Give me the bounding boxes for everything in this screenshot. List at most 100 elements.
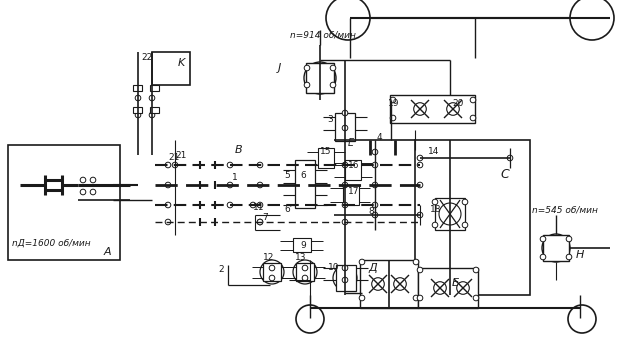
Text: n=914 об/мин: n=914 об/мин [290,31,356,39]
Circle shape [333,266,357,290]
Text: 7: 7 [262,214,268,222]
Circle shape [257,182,263,188]
Bar [345,160,361,180]
Circle shape [570,0,614,40]
Circle shape [90,177,96,183]
Circle shape [417,155,423,161]
Bar [435,198,465,230]
Circle shape [227,162,232,168]
Text: 5: 5 [284,171,290,180]
Circle shape [135,95,141,101]
Bar [293,238,311,252]
Bar [318,148,334,168]
Text: 13: 13 [295,252,306,262]
Circle shape [568,305,596,333]
Circle shape [359,259,365,265]
Bar [133,85,142,91]
Text: K: K [178,58,185,68]
Circle shape [566,236,572,242]
Text: 21: 21 [168,153,179,162]
Circle shape [417,182,423,188]
Text: 19: 19 [388,98,399,108]
Text: 17: 17 [348,187,360,196]
Circle shape [260,260,284,284]
Circle shape [172,162,178,168]
Circle shape [135,112,141,118]
Circle shape [304,65,310,71]
Circle shape [372,182,378,188]
Circle shape [359,295,365,301]
Circle shape [342,162,348,168]
Circle shape [342,277,348,283]
Circle shape [326,0,370,40]
Text: 11: 11 [253,204,265,213]
Circle shape [507,155,513,161]
Text: 3: 3 [327,116,333,124]
Circle shape [342,125,348,131]
Circle shape [269,275,275,281]
Circle shape [227,202,232,208]
Text: H: H [576,250,585,260]
Text: B: B [235,145,242,155]
Circle shape [434,282,446,294]
Circle shape [342,219,348,225]
Circle shape [165,219,171,225]
Circle shape [372,278,384,290]
Text: 12: 12 [263,252,275,262]
Circle shape [80,189,86,195]
Circle shape [413,259,418,265]
Text: E: E [452,278,459,288]
Circle shape [90,189,96,195]
Circle shape [293,260,317,284]
Circle shape [304,62,336,94]
Circle shape [330,65,336,71]
Text: 20: 20 [452,98,463,108]
Circle shape [372,162,378,168]
Bar [150,107,159,113]
Text: 16: 16 [348,160,360,170]
Circle shape [342,182,348,188]
Circle shape [296,305,324,333]
Circle shape [302,275,308,281]
Text: Д: Д [368,263,377,273]
Text: 4: 4 [377,132,383,142]
Circle shape [473,267,479,273]
Circle shape [342,110,348,116]
Text: 14: 14 [428,148,440,156]
Circle shape [257,219,263,225]
Circle shape [432,199,438,205]
Bar [360,260,418,308]
Circle shape [372,202,378,208]
Bar [150,85,159,91]
Text: 15: 15 [320,148,332,156]
Bar [263,263,281,281]
Circle shape [432,222,438,228]
Text: A: A [104,247,112,257]
Text: 10: 10 [328,264,340,273]
Circle shape [165,202,171,208]
Circle shape [414,103,427,115]
Circle shape [462,199,468,205]
Bar [543,235,569,261]
Circle shape [462,222,468,228]
Circle shape [80,177,86,183]
Text: C: C [500,168,509,182]
Circle shape [390,115,396,121]
Circle shape [330,82,336,88]
Text: nД=1600 об/мин: nД=1600 об/мин [12,239,91,247]
Circle shape [165,182,171,188]
Circle shape [473,295,479,301]
Circle shape [540,254,546,260]
Circle shape [372,212,378,218]
Circle shape [470,115,476,121]
Bar [133,107,142,113]
Text: 18: 18 [430,206,441,214]
Circle shape [257,162,263,168]
Bar [295,160,315,208]
Bar [343,185,359,205]
Circle shape [457,282,469,294]
Circle shape [417,162,423,168]
Bar [152,52,190,85]
Text: 6: 6 [300,171,306,180]
Text: E: E [348,138,354,148]
